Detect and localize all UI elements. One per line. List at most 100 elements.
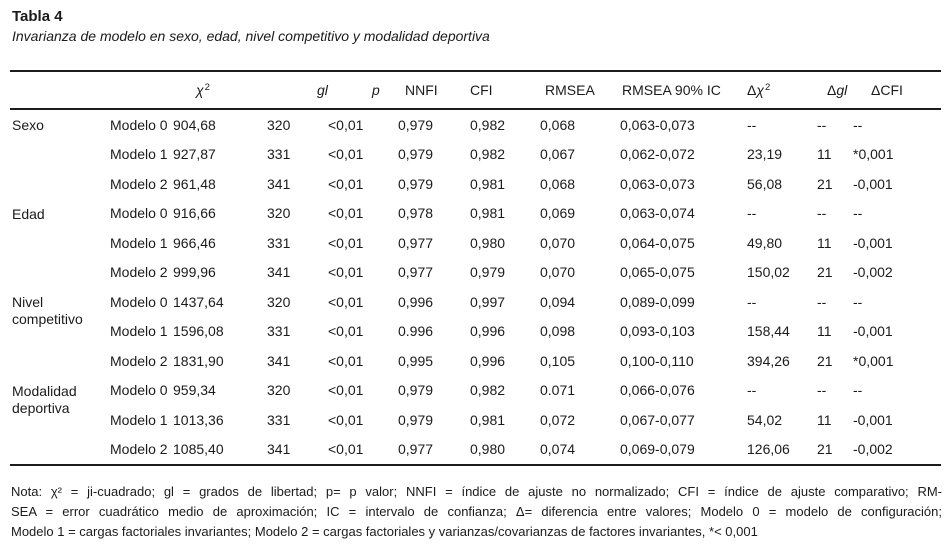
chi-superscript: 2 bbox=[765, 82, 771, 93]
model-label: Modelo 0 bbox=[110, 116, 168, 133]
delta-symbol: Δ bbox=[747, 82, 757, 98]
cell: 341 bbox=[267, 175, 291, 192]
cell: 150,02 bbox=[747, 264, 790, 281]
table-subtitle: Invarianza de modelo en sexo, edad, nive… bbox=[12, 28, 490, 44]
col-header-delta-gl: Δgl bbox=[817, 71, 853, 110]
cell: 0,979 bbox=[398, 116, 434, 133]
cell: 0.071 bbox=[540, 382, 576, 399]
model-label: Modelo 0 bbox=[110, 205, 168, 222]
cell: -- bbox=[747, 382, 757, 399]
cell: 331 bbox=[267, 146, 291, 163]
cell: 0,977 bbox=[398, 441, 434, 458]
model-label: Modelo 0 bbox=[110, 382, 168, 399]
model-label: Modelo 1 bbox=[110, 146, 168, 163]
cell: 0,070 bbox=[540, 234, 576, 251]
cell: <0,01 bbox=[328, 411, 364, 428]
cell: 0,979 bbox=[398, 411, 434, 428]
cell: <0,01 bbox=[328, 323, 364, 340]
col-header-rmsea: RMSEA bbox=[540, 71, 620, 110]
cell: -- bbox=[853, 116, 863, 133]
cell: 0,067-0,077 bbox=[620, 411, 695, 428]
cell: 0,072 bbox=[540, 411, 576, 428]
cell: <0,01 bbox=[328, 116, 364, 133]
cell: <0,01 bbox=[328, 382, 364, 399]
chi-superscript: 2 bbox=[204, 82, 210, 93]
cell: 0,981 bbox=[470, 205, 506, 222]
cell: 0,977 bbox=[398, 234, 434, 251]
cell: 11 bbox=[817, 234, 832, 251]
cell: 0,105 bbox=[540, 352, 576, 369]
group-label: Nivel competitivo bbox=[12, 294, 83, 327]
table-row: Modelo 1 1013,36 331 <0,01 0,979 0,981 0,072 0,… bbox=[10, 405, 941, 435]
cell: 0,062-0,072 bbox=[620, 146, 695, 163]
col-header-cfi: CFI bbox=[470, 71, 540, 110]
cell: -- bbox=[747, 116, 757, 133]
cell: 959,34 bbox=[173, 382, 216, 399]
cell: -- bbox=[817, 382, 827, 399]
cell: 0,069-0,079 bbox=[620, 441, 695, 458]
model-label: Modelo 1 bbox=[110, 234, 168, 251]
cell: -- bbox=[817, 116, 827, 133]
cell: 0,100-0,110 bbox=[620, 352, 694, 369]
cell: 0,997 bbox=[470, 293, 506, 310]
cell: 0,065-0,075 bbox=[620, 264, 695, 281]
cell: 916,66 bbox=[173, 205, 216, 222]
model-label: Modelo 1 bbox=[110, 411, 168, 428]
table-row: Sexo Modelo 0 904,68 320 <0,01 0,979 0,982 0,06… bbox=[10, 109, 941, 140]
table-row: Modalidad deportiva Modelo 0 959,34 320 <0,0… bbox=[10, 376, 941, 415]
table-row: Edad Modelo 0 916,66 320 <0,01 0,978 0,981 0,06… bbox=[10, 199, 941, 229]
cell: 0,979 bbox=[470, 264, 506, 281]
table-row: Modelo 2 1831,90 341 <0,01 0,995 0,996 0,105 0,… bbox=[10, 346, 941, 376]
cell: 0,982 bbox=[470, 116, 506, 133]
cell: 1013,36 bbox=[173, 411, 224, 428]
cell: 0,063-0,073 bbox=[620, 116, 695, 133]
model-label: Modelo 1 bbox=[110, 323, 168, 340]
cell: 1437,64 bbox=[173, 293, 224, 310]
cell: -0,001 bbox=[853, 175, 893, 192]
cell: <0,01 bbox=[328, 234, 364, 251]
cell: 54,02 bbox=[747, 411, 783, 428]
delta-gl-label: gl bbox=[836, 82, 848, 98]
cell: 56,08 bbox=[747, 175, 783, 192]
col-header-group-spacer bbox=[10, 71, 107, 110]
table-body: Sexo Modelo 0 904,68 320 <0,01 0,979 0,982 0,06… bbox=[10, 109, 941, 465]
col-header-delta-cfi: ΔCFI bbox=[853, 71, 941, 110]
cell: 0,068 bbox=[540, 175, 576, 192]
cell: <0,01 bbox=[328, 175, 364, 192]
cell: *0,001 bbox=[853, 352, 894, 369]
cell: <0,01 bbox=[328, 352, 364, 369]
col-header-nnfi: NNFI bbox=[398, 71, 470, 110]
cell: 320 bbox=[267, 116, 291, 133]
cell: 23,19 bbox=[747, 146, 783, 163]
model-label: Modelo 2 bbox=[110, 175, 168, 192]
cell: 0,089-0,099 bbox=[620, 293, 695, 310]
cell: 0,094 bbox=[540, 293, 576, 310]
cell: 341 bbox=[267, 441, 291, 458]
cell: -0,001 bbox=[853, 323, 893, 340]
cell: 331 bbox=[267, 411, 291, 428]
cell: 0,982 bbox=[470, 146, 506, 163]
cell: <0,01 bbox=[328, 293, 364, 310]
cell: 0,070 bbox=[540, 264, 576, 281]
cell: -- bbox=[747, 205, 757, 222]
table-note: Nota: χ² = ji-cuadrado; gl = grados de l… bbox=[10, 482, 942, 542]
cell: 0,098 bbox=[540, 323, 576, 340]
cell: 331 bbox=[267, 323, 291, 340]
cell: -- bbox=[747, 293, 757, 310]
paper-page: Tabla 4 Invarianza de modelo en sexo, ed… bbox=[10, 8, 942, 542]
cell: 331 bbox=[267, 234, 291, 251]
cell: 0,067 bbox=[540, 146, 576, 163]
table-row: Modelo 2 961,48 341 <0,01 0,979 0,981 0,068 0,0… bbox=[10, 169, 941, 199]
table-row: Nivel competitivo Modelo 0 1437,64 320 <0,01… bbox=[10, 287, 941, 327]
cell: 341 bbox=[267, 264, 291, 281]
cell: <0,01 bbox=[328, 205, 364, 222]
cell: 0,068 bbox=[540, 116, 576, 133]
group-label: Modalidad deportiva bbox=[12, 382, 77, 416]
cell: 0,996 bbox=[470, 323, 506, 340]
cell: -0,001 bbox=[853, 411, 893, 428]
cell: 999,96 bbox=[173, 264, 216, 281]
note-line-3: Modelo 1 = cargas factoriales invariante… bbox=[11, 524, 758, 539]
cell: 0,996 bbox=[398, 293, 434, 310]
invariance-table: χ2 gl p NNFI CFI RMSEA RMSEA 90% IC Δχ2 … bbox=[10, 70, 941, 466]
table-row: Modelo 1 966,46 331 <0,01 0,977 0,980 0,070 0,0… bbox=[10, 228, 941, 258]
